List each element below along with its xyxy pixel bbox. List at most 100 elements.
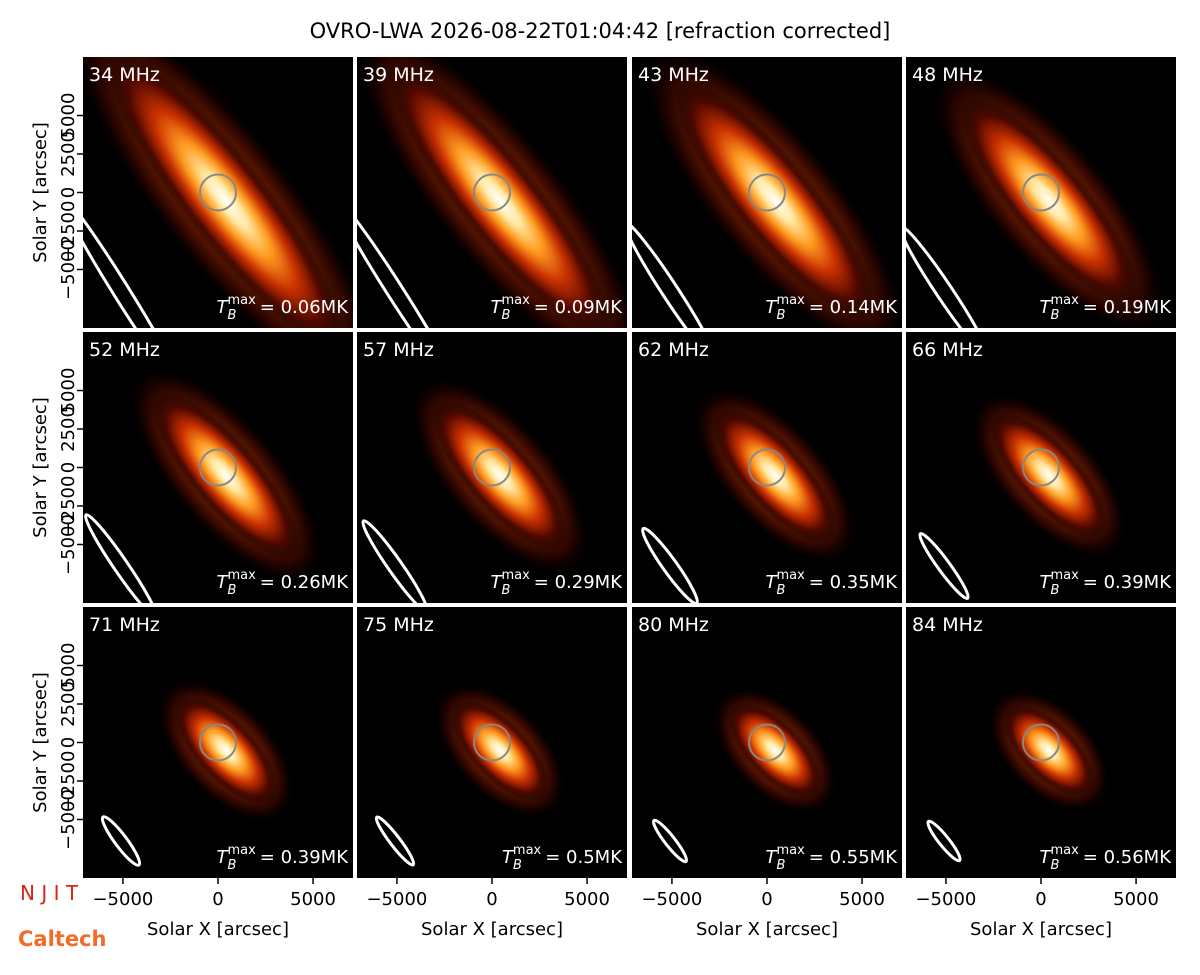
solar-disk <box>1022 723 1060 762</box>
beam <box>361 519 429 603</box>
tb-sub: B <box>513 858 522 873</box>
panel <box>83 332 353 603</box>
tb-sub: B <box>1051 308 1060 323</box>
logo-njit: N J I T <box>20 881 79 905</box>
frequency-label: 39 MHz <box>363 64 434 86</box>
tb-sup: max <box>227 568 256 583</box>
beam <box>83 191 184 328</box>
frequency-label: 80 MHz <box>638 614 709 636</box>
panel <box>357 57 627 328</box>
tb-sup: max <box>227 293 256 308</box>
y-tick-label: −5000 <box>58 239 79 300</box>
y-axis-label: Solar Y [arcsec] <box>30 122 51 263</box>
tb-sub: B <box>502 308 511 323</box>
tb-value: = 0.56MK <box>1083 847 1172 868</box>
emission <box>174 696 278 805</box>
solar-disk <box>473 723 511 762</box>
x-tick-label: −5000 <box>915 889 976 910</box>
logo-caltech: Caltech <box>18 927 106 951</box>
tb-sub: B <box>1051 858 1060 873</box>
x-tick-label: −5000 <box>641 889 702 910</box>
frequency-label: 66 MHz <box>912 339 983 361</box>
tb-symbol: T <box>1040 847 1053 868</box>
panel <box>632 57 902 328</box>
tb-symbol: T <box>502 847 515 868</box>
y-tick-label: 5000 <box>58 368 79 414</box>
panel <box>906 607 1176 878</box>
tb-sup: max <box>501 293 530 308</box>
x-tick-label: 0 <box>1035 889 1046 910</box>
tb-symbol: T <box>491 572 504 593</box>
tb-value: = 0.14MK <box>809 297 898 318</box>
solar-disk <box>1022 448 1060 487</box>
beam <box>100 815 142 867</box>
x-tick-label: 5000 <box>564 889 610 910</box>
panel <box>357 332 627 603</box>
tb-symbol: T <box>491 297 504 318</box>
y-axis-label: Solar Y [arcsec] <box>30 672 51 813</box>
emission <box>153 392 299 559</box>
tb-sup: max <box>1050 843 1079 858</box>
x-tick-label: 0 <box>761 889 772 910</box>
solar-disk <box>199 448 237 487</box>
tb-sub: B <box>1051 583 1060 598</box>
emission <box>389 65 611 328</box>
tb-symbol: T <box>766 297 779 318</box>
tb-sub: B <box>777 858 786 873</box>
tb-value: = 0.09MK <box>534 297 623 318</box>
tb-sub: B <box>777 308 786 323</box>
tb-sup: max <box>776 293 805 308</box>
x-tick-label: 0 <box>212 889 223 910</box>
tb-sub: B <box>502 583 511 598</box>
tb-label: TBmax = 0.19MK <box>1040 293 1173 323</box>
frequency-label: 71 MHz <box>89 614 160 636</box>
y-tick-label: 2500 <box>58 681 79 727</box>
y-tick-label: 0 <box>58 462 79 473</box>
tb-sub: B <box>228 583 237 598</box>
tb-sup: max <box>1050 568 1079 583</box>
x-tick-label: 5000 <box>290 889 336 910</box>
beam <box>374 815 416 867</box>
panel <box>906 57 1176 328</box>
x-tick-label: 0 <box>486 889 497 910</box>
tb-label: TBmax = 0.06MK <box>217 293 350 323</box>
tb-value: = 0.55MK <box>809 847 898 868</box>
solar-disk <box>1022 173 1060 212</box>
x-axis-label: Solar X [arcsec] <box>147 919 289 940</box>
tb-value: = 0.29MK <box>534 572 623 593</box>
x-axis-label: Solar X [arcsec] <box>696 919 838 940</box>
panel <box>357 607 627 878</box>
tb-sup: max <box>776 843 805 858</box>
tb-label: TBmax = 0.56MK <box>1040 843 1173 873</box>
frequency-label: 52 MHz <box>89 339 160 361</box>
tb-symbol: T <box>766 847 779 868</box>
tb-label: TBmax = 0.39MK <box>1040 568 1173 598</box>
tb-label: TBmax = 0.39MK <box>217 843 350 873</box>
emission <box>728 703 822 798</box>
x-tick-label: −5000 <box>92 889 153 910</box>
y-tick-label: −2500 <box>58 201 79 262</box>
chart-title: OVRO-LWA 2026-08-22T01:04:42 [refraction… <box>310 19 891 43</box>
solar-disk <box>748 173 786 212</box>
beam <box>641 526 699 603</box>
tb-label: TBmax = 0.26MK <box>217 568 350 598</box>
beam <box>357 196 457 328</box>
beam <box>926 819 962 863</box>
panel <box>83 607 353 878</box>
tb-symbol: T <box>766 572 779 593</box>
tb-value: = 0.06MK <box>260 297 349 318</box>
tb-value: = 0.39MK <box>260 847 349 868</box>
tb-sup: max <box>776 568 805 583</box>
tb-value: = 0.26MK <box>260 572 349 593</box>
tb-label: TBmax = 0.55MK <box>766 843 899 873</box>
x-tick-label: 5000 <box>839 889 885 910</box>
tb-sub: B <box>777 583 786 598</box>
tb-value: = 0.39MK <box>1083 572 1172 593</box>
tb-symbol: T <box>217 847 230 868</box>
emission <box>432 400 568 551</box>
tb-symbol: T <box>217 297 230 318</box>
x-tick-label: 5000 <box>1113 889 1159 910</box>
tb-value: = 0.35MK <box>809 572 898 593</box>
emission <box>713 408 837 543</box>
